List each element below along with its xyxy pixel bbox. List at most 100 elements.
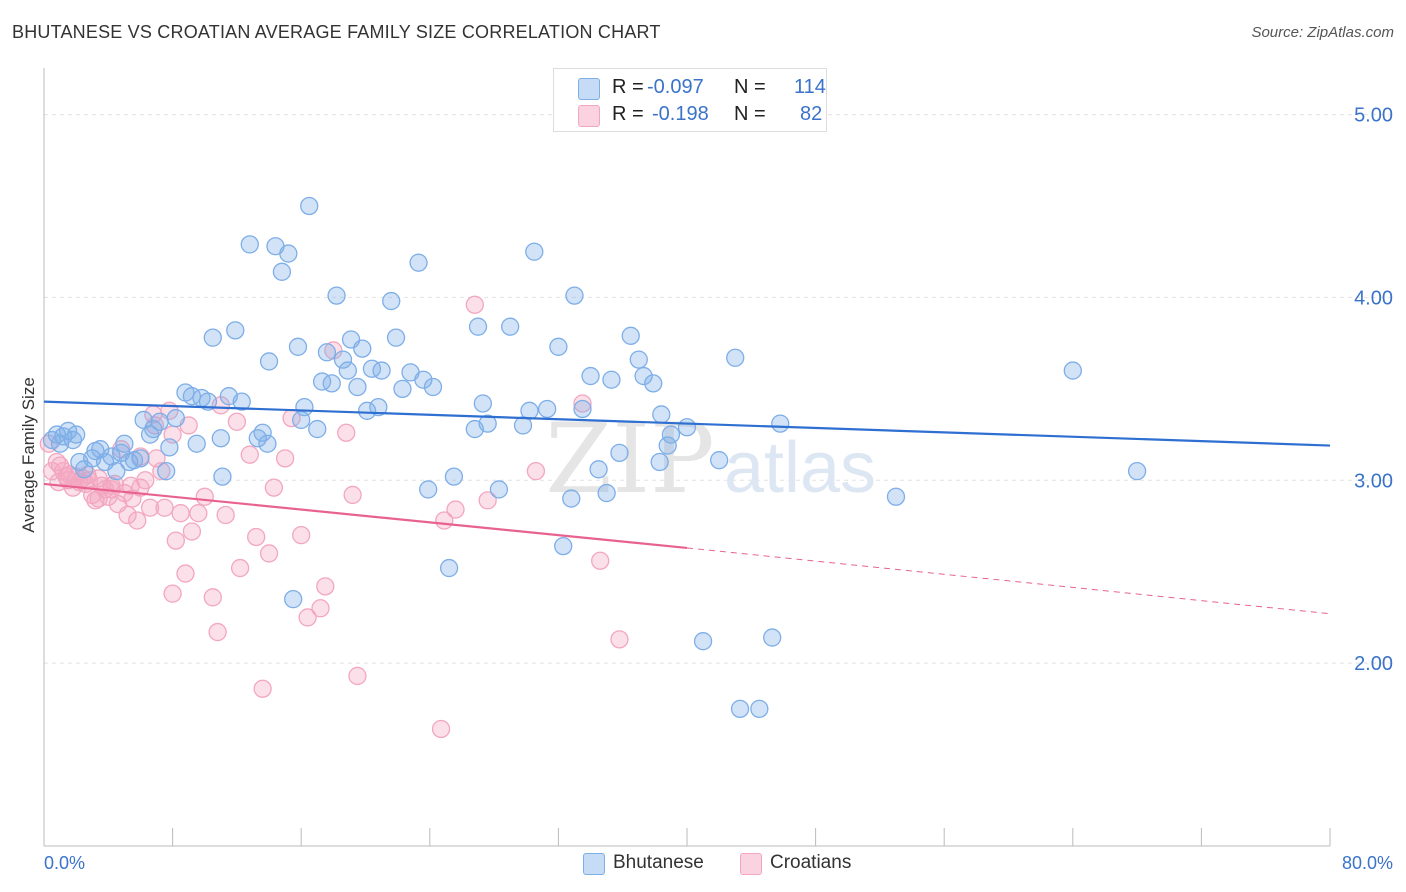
croatian-point — [465, 295, 484, 314]
bhutanese-point — [444, 467, 464, 486]
legend-r-label: R = — [612, 76, 644, 98]
croatian-point — [208, 622, 227, 642]
bhutanese-point — [232, 392, 251, 411]
croatian-point — [155, 498, 174, 517]
bhutanese-point — [338, 361, 357, 380]
bhutanese-point — [317, 343, 337, 362]
bhutanese-point — [157, 461, 176, 481]
y-tick-label: 4.00 — [1354, 287, 1393, 309]
croatian-point — [324, 341, 343, 360]
bhutanese-point — [213, 467, 232, 486]
bhutanese-point — [589, 460, 608, 479]
x-min-label: 0.0% — [44, 853, 85, 873]
chart-title: BHUTANESE VS CROATIAN AVERAGE FAMILY SIZ… — [12, 22, 661, 42]
bhutanese-point — [763, 628, 782, 647]
bhutanese-point — [549, 337, 568, 356]
croatian-point — [89, 469, 108, 488]
bhutanese-point — [652, 405, 671, 424]
bhutanese-point — [248, 429, 267, 448]
croatian-point — [195, 487, 214, 506]
bhutanese-point — [750, 699, 769, 719]
bhutanese-point — [327, 286, 346, 305]
croatian-point — [182, 522, 202, 541]
bhutanese-point — [489, 480, 509, 499]
bhutanese-point — [610, 443, 629, 463]
bhutanese-point — [102, 447, 121, 466]
bhutanese-point — [573, 399, 592, 419]
bhutanese-point — [115, 434, 134, 453]
bhutanese-point — [308, 419, 327, 439]
croatian-point — [203, 588, 222, 607]
bhutanese-point — [581, 366, 600, 386]
bhutanese-point — [730, 699, 750, 719]
bhutanese-point — [473, 394, 492, 413]
bhutanese-point — [357, 401, 377, 420]
croatian-point — [128, 511, 147, 530]
croatian-point — [264, 478, 284, 497]
bhutanese-point — [272, 262, 292, 281]
legend-n-label: N = — [734, 103, 766, 125]
bhutanese-point — [284, 589, 303, 609]
bhutanese-point — [537, 399, 557, 419]
bhutanese-point — [258, 434, 277, 453]
bhutanese-point — [322, 374, 341, 393]
bhutanese-point — [166, 408, 185, 428]
croatian-point — [348, 666, 367, 686]
bhutanese-point — [372, 361, 391, 380]
bhutanese-point — [259, 352, 279, 371]
croatian-point — [176, 564, 195, 583]
bhutanese-point — [565, 286, 584, 305]
legend-swatch-pink — [578, 105, 600, 127]
bhutanese-point — [634, 366, 653, 386]
bottom-legend-swatch-blue — [583, 853, 605, 875]
croatian-point — [49, 472, 68, 492]
croatian-point — [163, 584, 182, 603]
bhutanese-point — [295, 397, 314, 417]
bottom-legend-label-bhutanese: Bhutanese — [613, 852, 704, 873]
bhutanese-point — [468, 317, 488, 336]
bhutanese-point — [409, 253, 428, 272]
bhutanese-point — [348, 377, 367, 397]
y-tick-label: 5.00 — [1354, 105, 1393, 127]
bhutanese-point — [710, 451, 729, 470]
bhutanese-point — [439, 558, 459, 578]
bhutanese-point — [650, 452, 669, 472]
bhutanese-point — [279, 244, 298, 263]
croatian-point — [275, 449, 295, 468]
legend-r-label: R = — [612, 103, 644, 125]
bhutanese-point — [597, 483, 616, 503]
bhutanese-point — [658, 436, 677, 455]
legend-r-value: -0.097 — [647, 76, 704, 98]
croatians-points — [39, 295, 629, 739]
croatian-point — [311, 599, 330, 618]
bhutanese-point — [203, 328, 222, 347]
bhutanese-point — [644, 374, 663, 393]
bhutanese-point — [300, 196, 319, 216]
croatian-point — [478, 491, 497, 510]
bhutanese-point — [333, 350, 353, 369]
croatian-point — [189, 504, 208, 523]
bhutanese-point — [140, 425, 160, 444]
bhutanese-point — [198, 392, 218, 411]
croatian-point — [216, 505, 235, 525]
croatian-point — [140, 498, 160, 517]
croatian-point — [526, 461, 546, 481]
croatian-point — [259, 544, 279, 563]
bhutanese-point — [187, 434, 206, 453]
bhutanese-trend-line — [43, 400, 1331, 447]
croatian-point — [247, 527, 266, 547]
y-tick-labels: 2.00 3.00 4.00 5.00 — [1354, 105, 1393, 676]
legend-swatch-blue — [578, 78, 600, 100]
bhutanese-point — [63, 430, 83, 450]
bhutanese-point — [629, 350, 648, 369]
bhutanese-point — [353, 339, 372, 358]
bhutanese-point — [124, 451, 144, 470]
bhutanese-point — [419, 480, 438, 499]
bhutanese-point — [423, 377, 443, 397]
bhutanese-point — [693, 632, 713, 651]
croatian-trend-line — [43, 482, 688, 550]
y-tick-label: 2.00 — [1354, 653, 1393, 675]
bhutanese-point — [211, 429, 230, 448]
bhutanese-point — [677, 418, 697, 437]
